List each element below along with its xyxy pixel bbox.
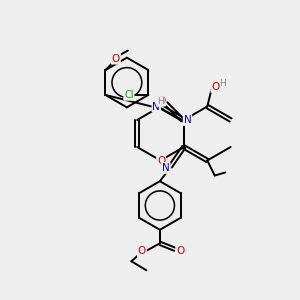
Text: H: H — [219, 79, 226, 88]
Text: N: N — [152, 101, 160, 112]
Text: O: O — [211, 82, 220, 92]
Text: O: O — [157, 95, 166, 106]
Text: O: O — [138, 246, 146, 256]
Text: Cl: Cl — [124, 90, 134, 100]
Text: O: O — [157, 156, 165, 166]
Text: N: N — [162, 163, 170, 173]
Text: H: H — [157, 97, 164, 106]
Text: N: N — [184, 115, 191, 125]
Text: O: O — [112, 54, 120, 64]
Text: O: O — [176, 246, 184, 256]
